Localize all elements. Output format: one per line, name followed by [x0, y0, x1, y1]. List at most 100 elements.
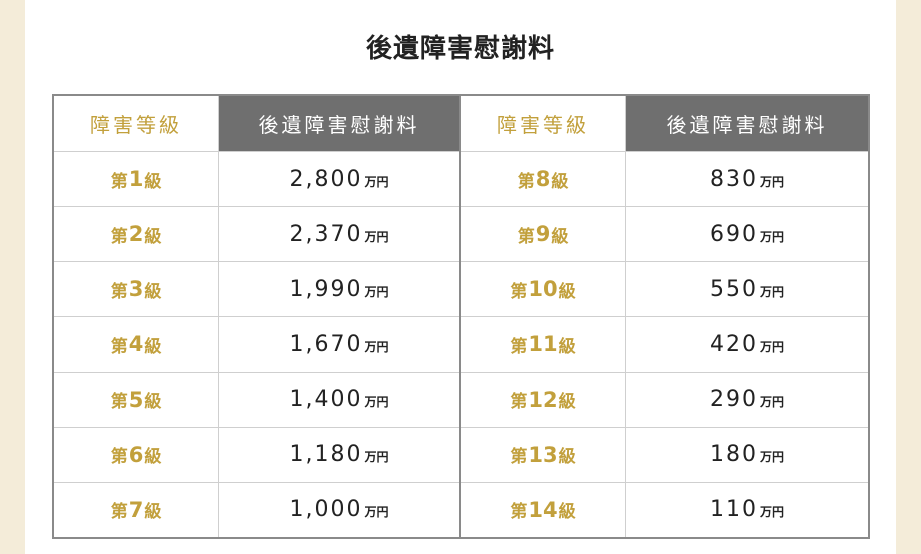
amount-cell: 420 万円	[626, 317, 868, 371]
amount-value: 690	[709, 221, 758, 247]
amount-unit: 万円	[364, 284, 389, 299]
amount-cell: 1,180 万円	[219, 428, 459, 482]
grade-cell: 第 13 級	[461, 427, 626, 482]
grade-suffix: 級	[558, 502, 576, 523]
table-row: 第 14 級 110 万円	[461, 481, 868, 537]
grade-prefix: 第	[510, 392, 528, 413]
table-row: 第 3 級 1,990 万円	[54, 261, 459, 317]
amount-unit: 万円	[364, 339, 389, 354]
grade-suffix: 級	[551, 171, 569, 192]
grade-number: 9	[535, 222, 551, 247]
grade-suffix: 級	[144, 226, 162, 247]
table-header-row: 障害等級 後遺障害慰謝料	[461, 96, 868, 151]
amount-cell: 2,370 万円	[219, 207, 459, 261]
table-header-row: 障害等級 後遺障害慰謝料	[54, 96, 459, 151]
grade-number: 4	[128, 332, 144, 357]
table-row: 第 7 級 1,000 万円	[54, 481, 459, 537]
grade-number: 1	[128, 167, 144, 192]
header-grade: 障害等級	[54, 96, 219, 151]
amount-value: 2,800	[289, 166, 363, 192]
amount-unit: 万円	[364, 395, 389, 410]
amount-value: 1,400	[289, 387, 363, 413]
table-row: 第 6 級 1,180 万円	[54, 426, 459, 482]
grade-prefix: 第	[110, 392, 128, 413]
amount-cell: 690 万円	[626, 207, 868, 261]
amount-cell: 110 万円	[626, 483, 868, 537]
amount-unit: 万円	[759, 229, 784, 244]
grade-suffix: 級	[144, 171, 162, 192]
amount-value: 420	[709, 331, 758, 357]
grade-number: 13	[528, 442, 558, 467]
header-grade: 障害等級	[461, 96, 626, 151]
amount-cell: 1,670 万円	[219, 317, 459, 371]
amount-unit: 万円	[759, 339, 784, 354]
table-row: 第 5 級 1,400 万円	[54, 371, 459, 427]
grade-number: 11	[528, 332, 558, 357]
grade-cell: 第 12 級	[461, 372, 626, 427]
grade-prefix: 第	[110, 447, 128, 468]
grade-suffix: 級	[558, 392, 576, 413]
amount-unit: 万円	[364, 174, 389, 189]
compensation-table: 障害等級 後遺障害慰謝料 第 1 級 2,800 万円第 2 級 2,370 万円第 3 級 1,99…	[52, 94, 870, 539]
amount-cell: 1,000 万円	[219, 483, 459, 537]
amount-unit: 万円	[364, 450, 389, 465]
grade-prefix: 第	[517, 171, 535, 192]
page-title: 後遺障害慰謝料	[365, 34, 555, 64]
table-row: 第 12 級 290 万円	[461, 371, 868, 427]
table-row: 第 10 級 550 万円	[461, 261, 868, 317]
amount-unit: 万円	[364, 229, 389, 244]
grade-suffix: 級	[144, 502, 162, 523]
grade-cell: 第 14 級	[461, 482, 626, 537]
amount-cell: 830 万円	[626, 152, 868, 206]
grade-number: 7	[128, 497, 144, 522]
grade-number: 5	[128, 387, 144, 412]
grade-suffix: 級	[558, 336, 576, 357]
grade-prefix: 第	[110, 171, 128, 192]
grade-suffix: 級	[558, 281, 576, 302]
grade-prefix: 第	[110, 502, 128, 523]
amount-value: 1,990	[289, 276, 363, 302]
amount-value: 290	[709, 387, 758, 413]
amount-value: 550	[709, 276, 758, 302]
grade-prefix: 第	[510, 447, 528, 468]
table-left: 障害等級 後遺障害慰謝料 第 1 級 2,800 万円第 2 級 2,370 万円第 3 級 1,99…	[54, 96, 461, 537]
table-right: 障害等級 後遺障害慰謝料 第 8 級 830 万円第 9 級 690 万円第 10 級 550 万円第 1…	[461, 96, 868, 537]
grade-prefix: 第	[510, 502, 528, 523]
amount-unit: 万円	[759, 450, 784, 465]
table-row: 第 1 級 2,800 万円	[54, 151, 459, 207]
grade-cell: 第 10 級	[461, 262, 626, 317]
amount-value: 180	[709, 442, 758, 468]
amount-cell: 2,800 万円	[219, 152, 459, 206]
grade-prefix: 第	[510, 336, 528, 357]
header-amount: 後遺障害慰謝料	[219, 96, 459, 151]
table-row: 第 13 級 180 万円	[461, 426, 868, 482]
grade-number: 3	[128, 277, 144, 302]
grade-suffix: 級	[144, 336, 162, 357]
grade-number: 14	[528, 497, 558, 522]
grade-number: 6	[128, 442, 144, 467]
content-card: 後遺障害慰謝料 障害等級 後遺障害慰謝料 第 1 級 2,800 万円第 2 級 2,370 万…	[25, 0, 896, 554]
table-row: 第 11 級 420 万円	[461, 316, 868, 372]
amount-value: 1,000	[289, 497, 363, 523]
amount-unit: 万円	[759, 395, 784, 410]
grade-number: 2	[128, 222, 144, 247]
grade-suffix: 級	[558, 447, 576, 468]
amount-cell: 290 万円	[626, 373, 868, 427]
table-row: 第 8 級 830 万円	[461, 151, 868, 207]
amount-cell: 1,990 万円	[219, 262, 459, 316]
table-row: 第 2 級 2,370 万円	[54, 206, 459, 262]
amount-unit: 万円	[759, 505, 784, 520]
grade-prefix: 第	[517, 226, 535, 247]
grade-prefix: 第	[110, 226, 128, 247]
amount-cell: 550 万円	[626, 262, 868, 316]
table-row: 第 4 級 1,670 万円	[54, 316, 459, 372]
grade-prefix: 第	[510, 281, 528, 302]
amount-value: 1,180	[289, 442, 363, 468]
